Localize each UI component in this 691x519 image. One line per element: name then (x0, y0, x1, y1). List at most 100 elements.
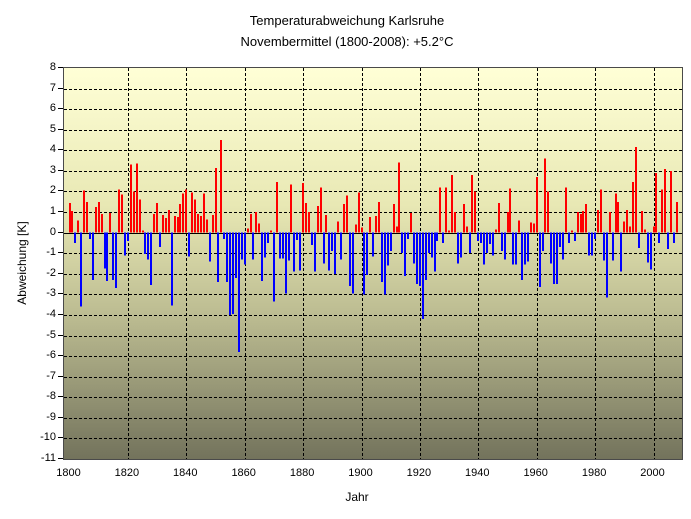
bar-1860 (244, 232, 246, 265)
plot-area (63, 67, 683, 460)
bar-1801 (71, 211, 73, 233)
bar-1873 (282, 232, 284, 259)
y-tick-label--10: -10 (40, 431, 56, 444)
bar-1831 (159, 232, 161, 248)
bar-1927 (439, 187, 441, 233)
y-tick-mark (58, 376, 63, 377)
bar-1957 (527, 232, 529, 262)
bar-1990 (623, 221, 625, 233)
bar-1809 (95, 206, 97, 233)
bar-1805 (83, 190, 85, 233)
bar-1936 (466, 226, 468, 233)
y-tick-mark (58, 170, 63, 171)
bar-2002 (658, 232, 660, 243)
bar-plot-svg (64, 68, 682, 459)
y-tick-mark (58, 355, 63, 356)
bar-1849 (212, 215, 214, 233)
bar-1858 (238, 232, 240, 352)
bar-1893 (340, 232, 342, 260)
y-tick-mark (58, 417, 63, 418)
bar-1886 (320, 187, 322, 233)
bar-1995 (638, 232, 640, 249)
bar-1816 (115, 232, 117, 289)
bar-1918 (413, 232, 415, 264)
bar-1962 (542, 232, 544, 252)
bar-1923 (428, 232, 430, 254)
bar-1933 (457, 232, 459, 264)
bar-1891 (334, 232, 336, 274)
bar-1993 (632, 182, 634, 233)
bar-1883 (311, 232, 313, 245)
bar-1898 (355, 224, 357, 233)
bar-1823 (136, 163, 138, 233)
bar-1996 (641, 211, 643, 233)
bar-1982 (600, 189, 602, 233)
bar-1919 (416, 232, 418, 285)
bar-1964 (547, 191, 549, 233)
bar-1948 (501, 232, 503, 252)
y-tick-label-0: 0 (49, 225, 56, 238)
bar-2007 (673, 232, 675, 243)
bar-1900 (361, 227, 363, 233)
bar-1876 (290, 184, 292, 233)
bar-1800 (69, 202, 71, 233)
bar-1895 (346, 195, 348, 233)
y-tick-mark (58, 149, 63, 150)
bar-1935 (463, 203, 465, 233)
bar-1983 (603, 232, 605, 261)
y-tick-label--5: -5 (46, 328, 56, 341)
bar-1942 (483, 232, 485, 265)
bar-1955 (521, 232, 523, 280)
bar-1824 (139, 199, 141, 233)
bar-1806 (86, 201, 88, 233)
bar-1828 (150, 232, 152, 286)
bar-1925 (434, 232, 436, 272)
bar-1884 (314, 232, 316, 272)
bar-1921 (422, 232, 424, 320)
bar-1911 (393, 203, 395, 233)
bar-1846 (203, 193, 205, 233)
bar-1874 (285, 232, 287, 294)
y-tick-label-2: 2 (49, 184, 56, 197)
bar-1894 (343, 203, 345, 233)
x-tick-label-1860: 1860 (231, 467, 256, 479)
bar-1885 (317, 205, 319, 233)
bar-1890 (331, 232, 333, 252)
bar-1979 (591, 232, 593, 256)
bar-1892 (337, 221, 339, 233)
bar-1915 (404, 232, 406, 276)
bar-1934 (460, 232, 462, 258)
bar-1951 (509, 188, 511, 233)
y-tick-label--1: -1 (46, 246, 56, 259)
bar-1991 (626, 209, 628, 233)
bar-1878 (296, 232, 298, 240)
bar-1976 (582, 211, 584, 233)
bar-1808 (92, 232, 94, 280)
bar-1912 (396, 226, 398, 233)
bar-1843 (194, 199, 196, 233)
bar-1914 (401, 232, 403, 254)
bar-1961 (539, 232, 541, 288)
bar-1901 (363, 232, 365, 295)
bar-1994 (635, 147, 637, 233)
bar-1818 (121, 194, 123, 233)
bar-1940 (477, 232, 479, 241)
y-tick-label--9: -9 (46, 410, 56, 423)
bar-1802 (74, 232, 76, 243)
bar-1881 (305, 202, 307, 233)
chart-title: Temperaturabweichung Karlsruhe Novemberm… (0, 10, 691, 52)
bar-1887 (323, 232, 325, 264)
bar-1920 (419, 232, 421, 287)
bar-1845 (200, 216, 202, 233)
y-tick-label-3: 3 (49, 163, 56, 176)
bar-1987 (615, 193, 617, 233)
bar-1966 (553, 232, 555, 285)
y-tick-mark (58, 458, 63, 459)
bar-1861 (247, 228, 249, 233)
y-tick-label-6: 6 (49, 102, 56, 115)
bar-1882 (308, 212, 310, 233)
bar-1988 (617, 201, 619, 233)
x-tick-label-1840: 1840 (173, 467, 198, 479)
x-tick-label-1960: 1960 (523, 467, 548, 479)
